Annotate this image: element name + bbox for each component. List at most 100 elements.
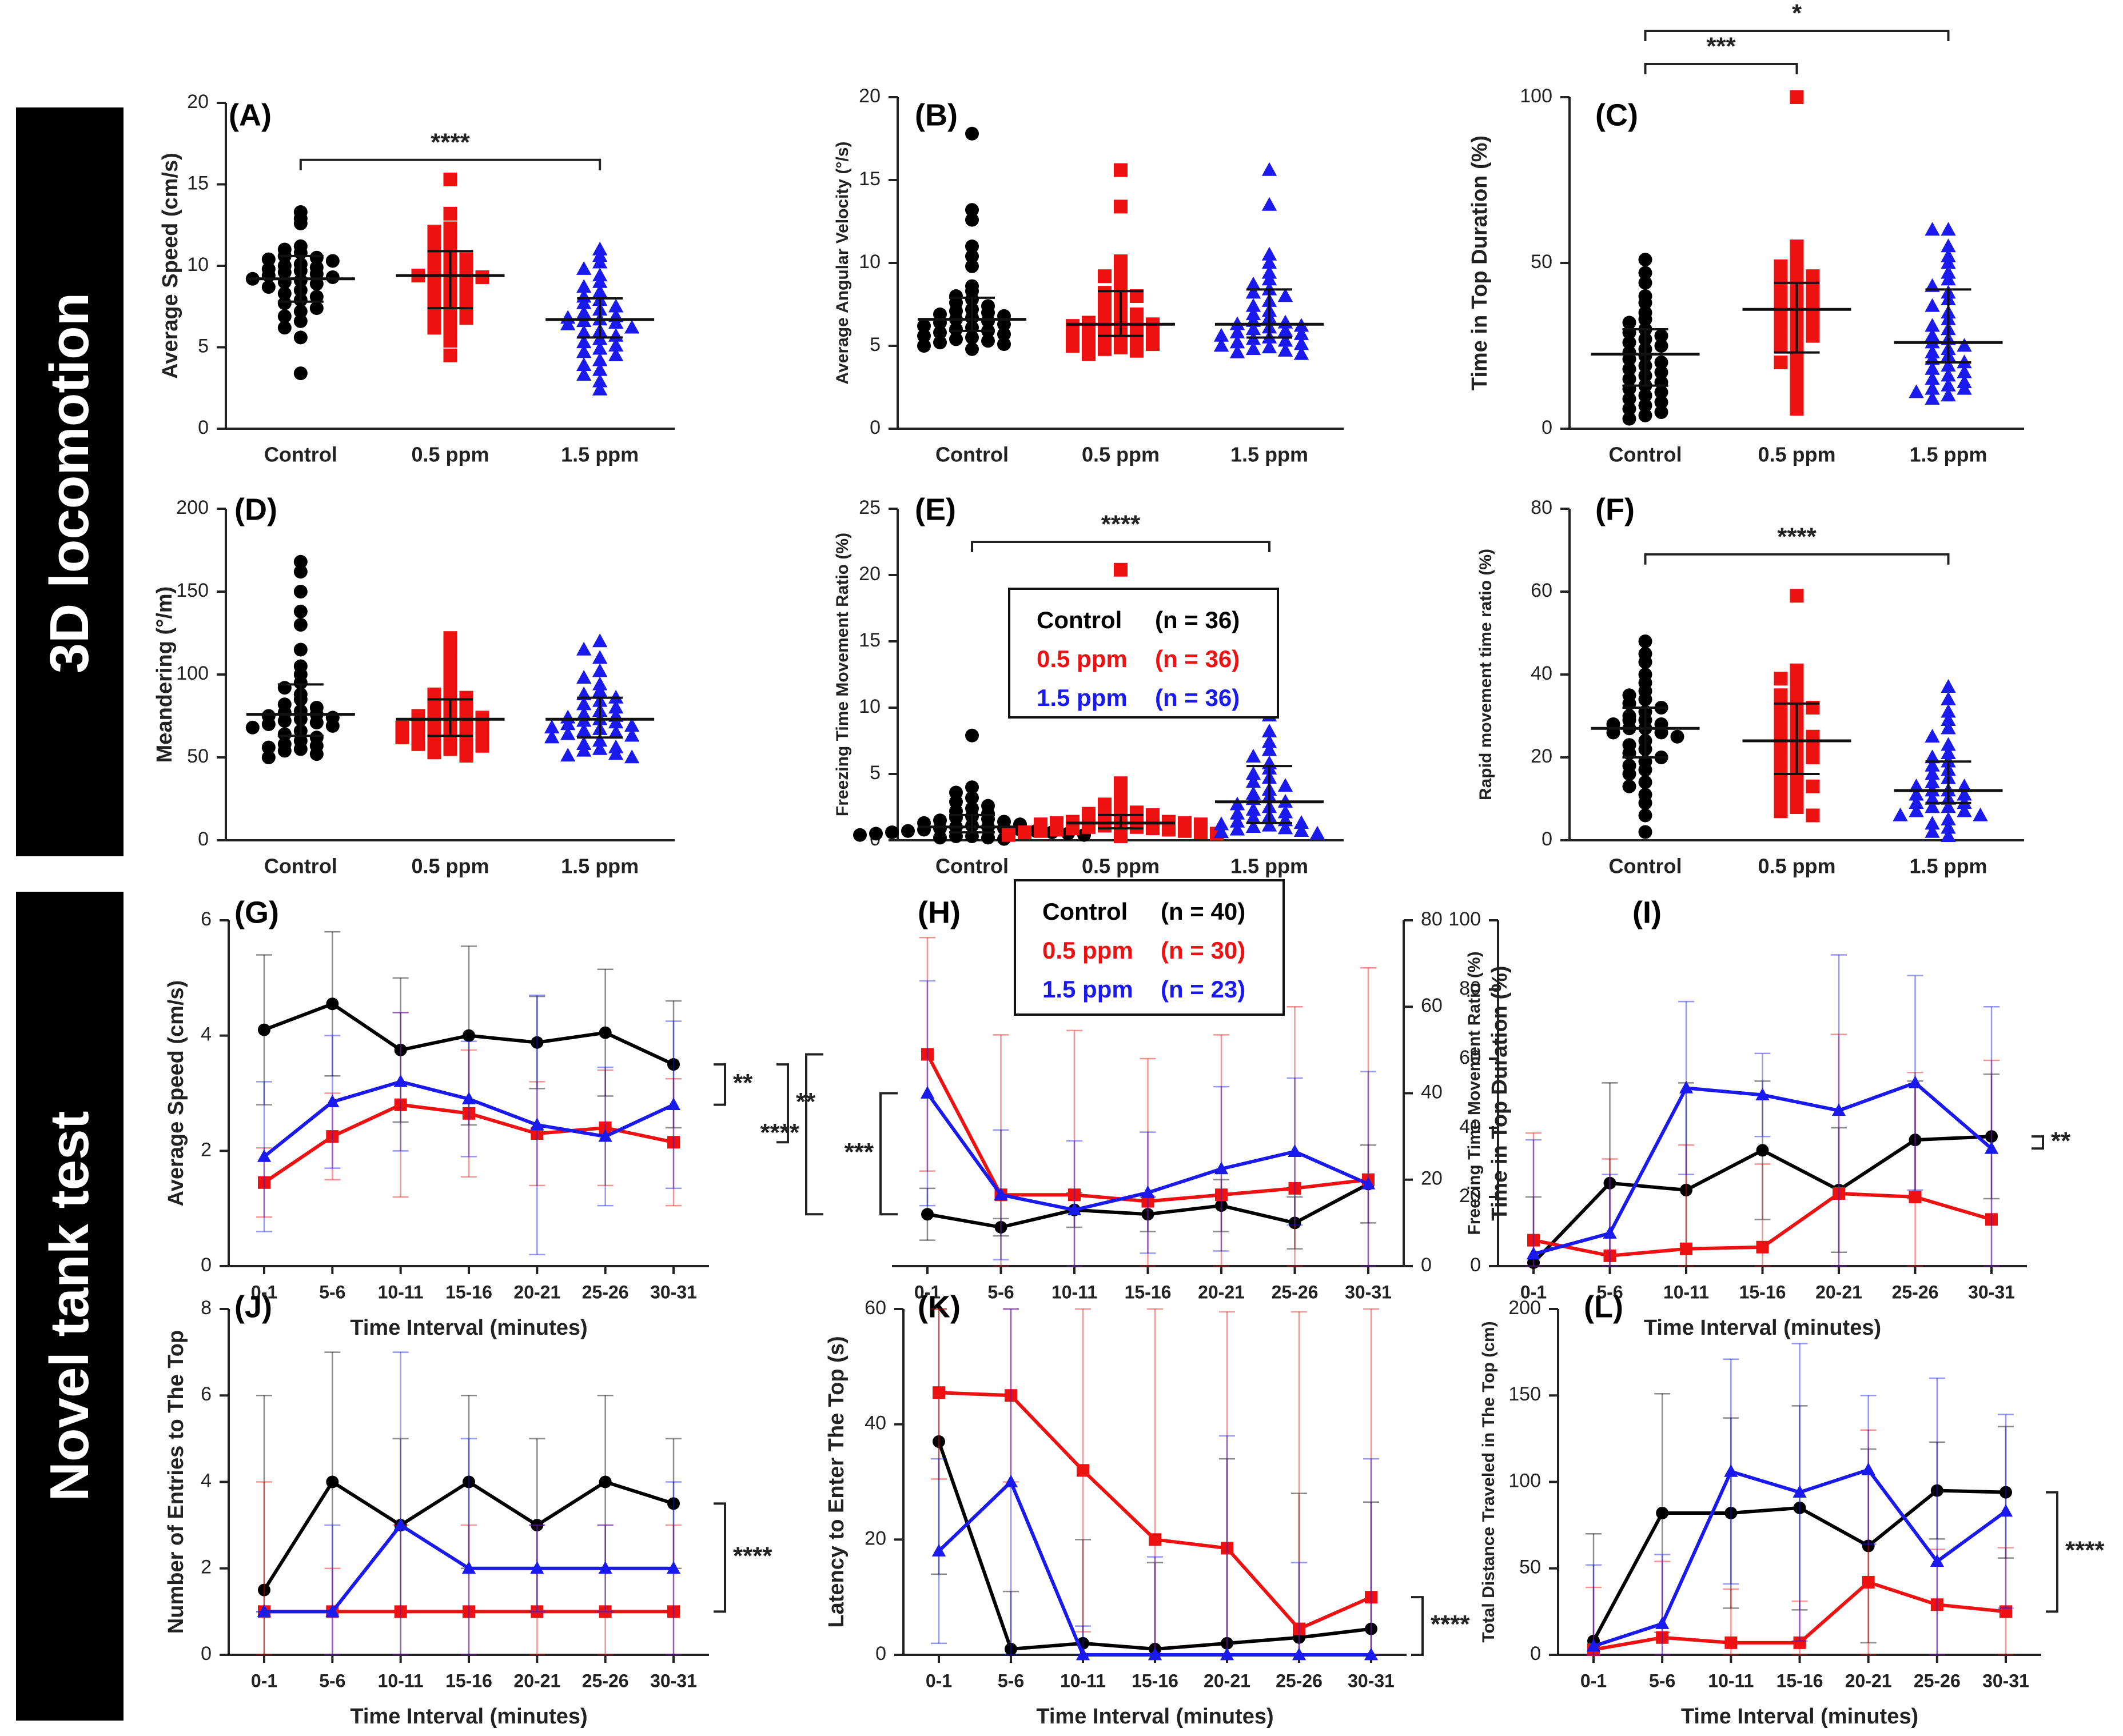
data-point xyxy=(576,261,592,275)
data-point xyxy=(1774,356,1788,369)
x-tick-label: 15-16 xyxy=(1125,1282,1172,1302)
group-1 xyxy=(1742,589,1851,823)
data-point xyxy=(293,304,308,318)
data-point xyxy=(1925,774,1940,788)
y-tick-label: 150 xyxy=(176,580,209,601)
data-point xyxy=(1098,269,1112,284)
data-point xyxy=(1638,389,1652,402)
data-point xyxy=(1245,321,1261,336)
data-point xyxy=(994,1187,1008,1200)
data-point xyxy=(1098,286,1112,300)
data-point xyxy=(1293,1622,1305,1635)
data-point xyxy=(1261,742,1277,756)
data-point xyxy=(463,1605,475,1618)
x-tick-label: 1.5 ppm xyxy=(1909,855,1987,878)
data-point xyxy=(667,1497,680,1510)
data-point xyxy=(592,341,608,355)
data-point xyxy=(1957,381,1972,395)
data-point xyxy=(1277,804,1293,819)
data-point xyxy=(592,381,608,396)
data-point xyxy=(576,279,592,293)
row-label-box-3d xyxy=(16,107,124,856)
data-point xyxy=(981,831,995,845)
y-tick-label: 50 xyxy=(1531,251,1552,273)
x-tick-label: Control xyxy=(935,443,1009,466)
x-tick-label: 30-31 xyxy=(1968,1282,2015,1302)
x-tick-label: 10-11 xyxy=(1051,1282,1097,1302)
y-tick-label: 200 xyxy=(1508,1297,1541,1319)
data-point xyxy=(1941,272,1956,286)
data-point xyxy=(1213,328,1229,342)
data-point xyxy=(277,265,292,280)
data-point xyxy=(592,254,608,269)
series-2 xyxy=(1525,954,1999,1267)
x-tick-label: 15-16 xyxy=(1739,1282,1786,1302)
data-point xyxy=(1622,402,1636,416)
data-point xyxy=(1941,238,1956,253)
panel-title: (L) xyxy=(1584,1290,1623,1324)
panel-title: (E) xyxy=(915,492,956,526)
data-point xyxy=(443,172,457,186)
data-point xyxy=(1293,336,1309,350)
data-point xyxy=(531,1605,544,1618)
significance-label: **** xyxy=(733,1542,772,1570)
data-point xyxy=(1365,1591,1377,1604)
x-tick-label: 10-11 xyxy=(1060,1670,1106,1691)
data-point xyxy=(921,1208,934,1221)
data-point xyxy=(1985,1213,1998,1226)
data-point xyxy=(1909,795,1924,809)
data-point xyxy=(560,716,576,731)
group-2 xyxy=(1893,679,2003,842)
data-point xyxy=(1130,344,1144,358)
data-point xyxy=(325,719,340,733)
data-point xyxy=(1998,1504,2013,1517)
group-1 xyxy=(396,172,505,362)
y-tick-label: 15 xyxy=(859,629,881,651)
data-point xyxy=(326,1475,339,1488)
data-point xyxy=(293,554,308,569)
data-point xyxy=(257,1604,272,1617)
group-2 xyxy=(1213,162,1324,360)
y-axis-label: Rapid movement time ratio (%) xyxy=(1476,549,1495,800)
data-point xyxy=(1925,766,1940,780)
data-point xyxy=(293,585,308,598)
data-point xyxy=(1925,298,1940,312)
data-point xyxy=(1941,737,1956,751)
x-tick-label: 1.5 ppm xyxy=(1909,443,1987,466)
data-point xyxy=(245,720,260,735)
data-point xyxy=(1114,829,1128,844)
data-point xyxy=(1862,1575,1875,1589)
y-tick-label: 20 xyxy=(865,1527,886,1549)
data-point xyxy=(277,286,292,301)
group-2 xyxy=(545,241,655,396)
data-point xyxy=(1790,589,1804,603)
panel-title: (D) xyxy=(234,492,277,526)
data-point xyxy=(1909,1134,1922,1147)
y-tick-label: 5 xyxy=(870,762,881,784)
data-point xyxy=(1277,342,1293,357)
x-axis-label: Time Interval (minutes) xyxy=(350,1705,587,1729)
panel-A: 0 5 10 15 20 (A) Average Speed (cm/s) Control 0.… xyxy=(158,91,675,466)
data-point xyxy=(1229,334,1245,349)
data-point xyxy=(1756,1240,1769,1254)
data-point xyxy=(933,1386,945,1399)
significance-bracket xyxy=(2046,1491,2058,1613)
data-point xyxy=(1724,1506,1738,1519)
panel-title: (K) xyxy=(918,1290,961,1324)
y-tick-label: 10 xyxy=(187,254,209,276)
y-axis-label: Meandering (°/m) xyxy=(153,586,177,763)
legend-name: 0.5 ppm xyxy=(1042,937,1133,964)
data-point xyxy=(1925,381,1940,395)
group-0 xyxy=(917,126,1026,356)
y-axis-label: Time in Top Duration (%) xyxy=(1468,135,1492,390)
data-point xyxy=(997,337,1011,352)
data-point xyxy=(1622,336,1636,350)
group-1 xyxy=(1066,163,1175,361)
data-point xyxy=(1941,799,1956,813)
data-point xyxy=(258,1023,270,1036)
data-point xyxy=(1361,1176,1376,1190)
data-point xyxy=(531,1519,544,1532)
data-point xyxy=(443,654,457,668)
data-point xyxy=(1806,779,1820,793)
data-point xyxy=(667,1605,680,1618)
